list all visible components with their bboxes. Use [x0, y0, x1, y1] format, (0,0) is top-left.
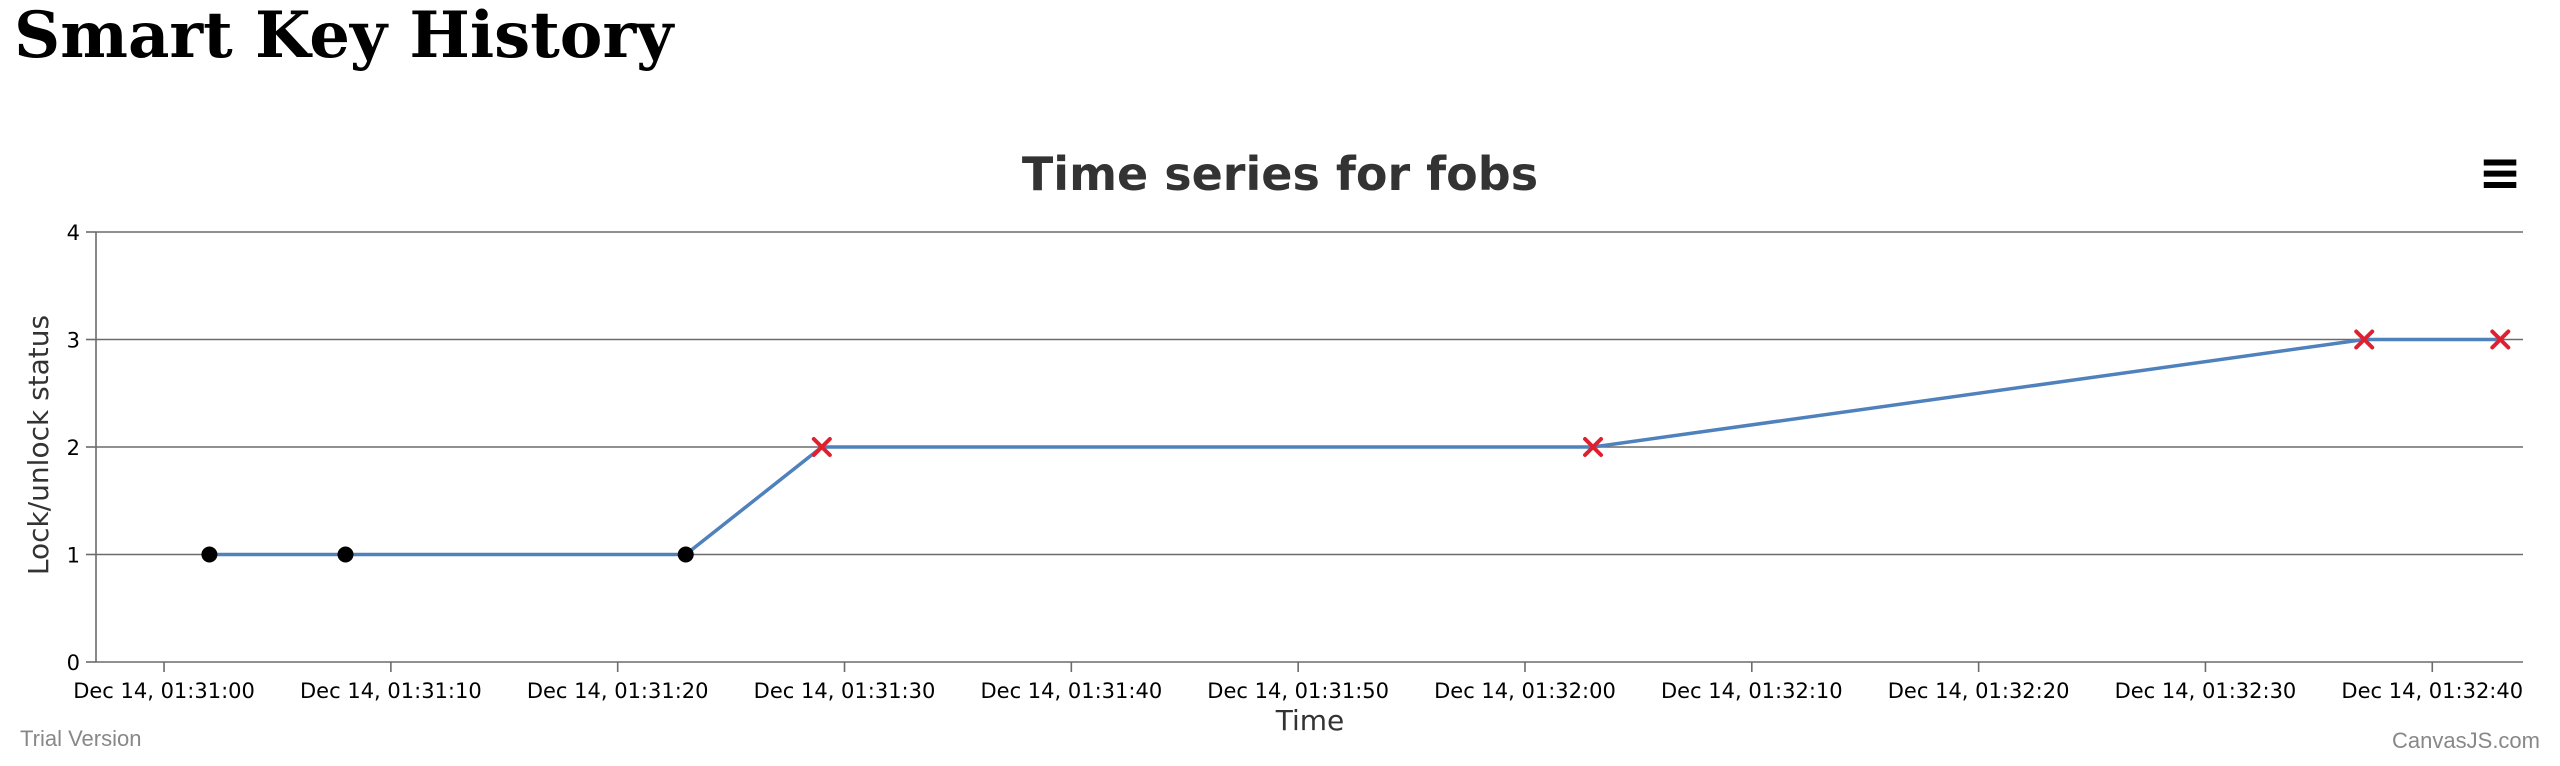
- data-point-cross: [2490, 329, 2511, 350]
- axes: 0 1 2 3 4 Dec 14, 01:31:00 Dec 14, 01:31:10 Dec…: [67, 221, 2523, 703]
- x-tick-label: Dec 14, 01:31:30: [754, 679, 936, 703]
- cross-stroke: [1583, 437, 1604, 457]
- y-tick-label: 3: [67, 329, 80, 353]
- data-point-circle: [677, 546, 694, 563]
- x-tick-label: Dec 14, 01:32:20: [1888, 679, 2070, 703]
- x-tick-label: Dec 14, 01:31:50: [1207, 679, 1389, 703]
- y-tick-label: 4: [67, 221, 80, 245]
- x-tick-label: Dec 14, 01:31:40: [980, 679, 1162, 703]
- trial-version-label: Trial Version: [20, 726, 141, 751]
- x-tick-label: Dec 14, 01:32:40: [2341, 679, 2523, 703]
- x-tick-label: Dec 14, 01:31:00: [73, 679, 255, 703]
- canvasjs-credit-link[interactable]: CanvasJS.com: [2392, 728, 2540, 753]
- x-axis-title: Time: [1275, 704, 1345, 737]
- data-point-circle: [337, 546, 354, 563]
- x-tick-label: Dec 14, 01:31:10: [300, 679, 482, 703]
- series-markers: [201, 329, 2511, 563]
- x-tick-label: Dec 14, 01:31:20: [527, 679, 709, 703]
- data-point-cross: [811, 437, 832, 457]
- x-tick-label: Dec 14, 01:32:10: [1661, 679, 1843, 703]
- hamburger-menu-icon[interactable]: ≡: [2478, 143, 2522, 203]
- cross-stroke: [2354, 329, 2375, 350]
- grid-lines: [96, 231, 2523, 556]
- data-point-cross: [2354, 329, 2375, 350]
- x-tick-label: Dec 14, 01:32:30: [2115, 679, 2297, 703]
- y-tick-label: 1: [67, 544, 80, 568]
- y-tick-label: 2: [67, 436, 80, 460]
- x-tick-label: Dec 14, 01:32:00: [1434, 679, 1616, 703]
- y-tick-label: 0: [67, 651, 80, 675]
- cross-stroke: [2490, 329, 2511, 350]
- line-chart: Time series for fobs ≡ 0 1 2 3 4 Dec 14, 01:3…: [20, 143, 2540, 753]
- page-title: Smart Key History: [14, 0, 674, 73]
- data-point-circle: [201, 546, 218, 563]
- y-axis-title: Lock/unlock status: [22, 315, 55, 575]
- chart-title: Time series for fobs: [1022, 147, 1538, 201]
- cross-stroke: [811, 437, 832, 457]
- data-point-cross: [1583, 437, 1604, 457]
